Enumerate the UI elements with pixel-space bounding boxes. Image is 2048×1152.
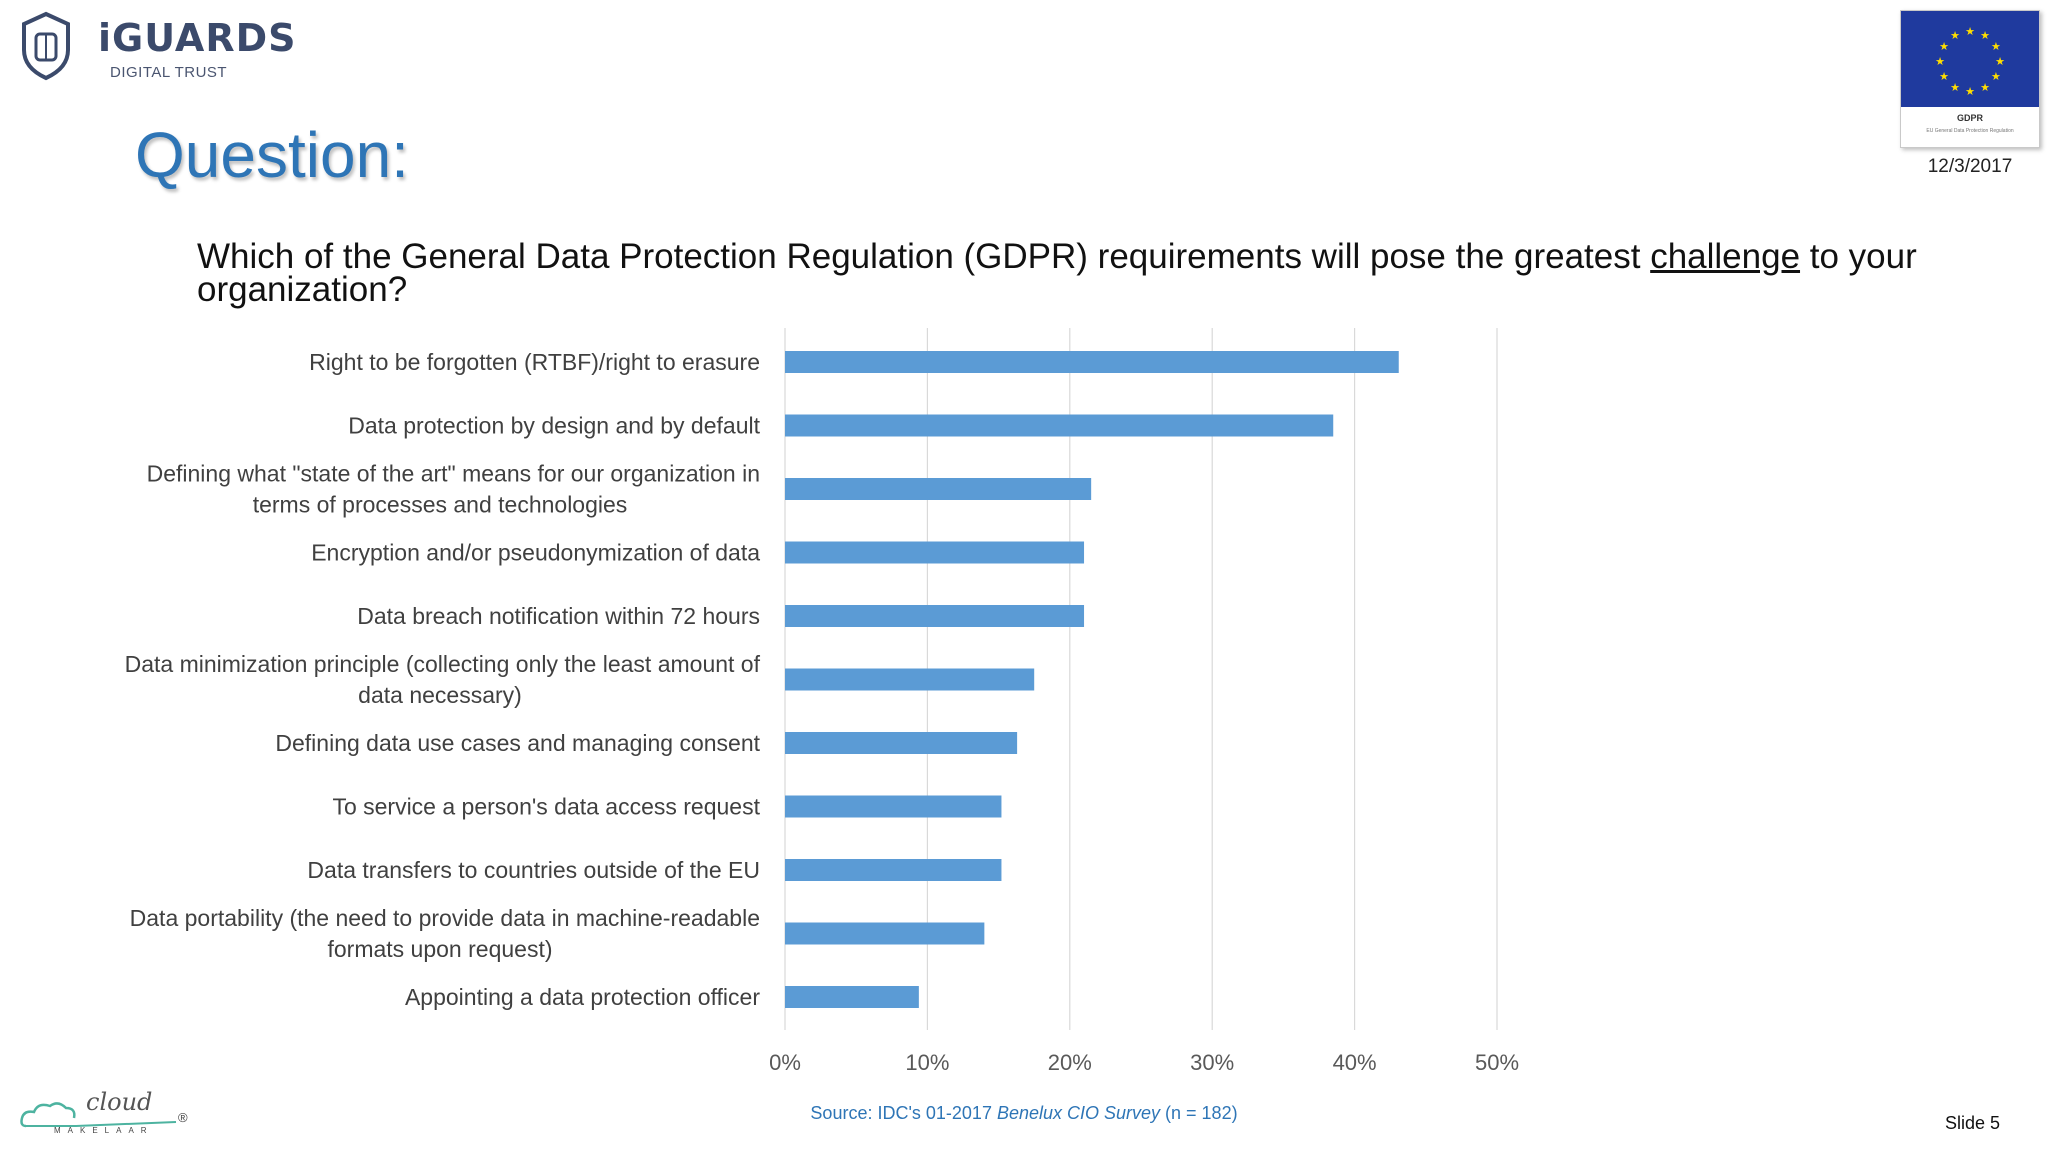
cloud-logo-word: cloud [86, 1088, 153, 1116]
slide-number: Slide 5 [1944, 1113, 2000, 1133]
category-label-line: data necessary) [358, 682, 522, 708]
x-tick-label: 10% [905, 1050, 949, 1075]
question-text-start: Which of the General Data Protection Reg… [197, 237, 1651, 276]
bar [785, 922, 985, 945]
bar [785, 414, 1334, 437]
source-suffix: (n = 182) [1160, 1103, 1238, 1123]
brand-tagline: DIGITAL TRUST [110, 64, 228, 81]
category-label-line: Defining what "state of the art" means f… [147, 461, 760, 487]
category-label-line: Right to be forgotten (RTBF)/right to er… [309, 349, 760, 375]
category-label: Encryption and/or pseudonymization of da… [311, 540, 760, 566]
source-prefix: Source: IDC's 01-2017 [810, 1103, 997, 1123]
question-emphasis: challenge [1650, 237, 1801, 276]
question-text: Which of the General Data Protection Reg… [197, 237, 1957, 309]
iguards-logo: iGUARDS DIGITAL TRUST [20, 10, 295, 85]
eu-flag-icon: ★ ★ ★ ★ ★ ★ ★ ★ ★ ★ ★ ★ [1901, 11, 2039, 107]
bar [785, 541, 1085, 564]
category-label-line: terms of processes and technologies [253, 492, 628, 518]
category-label-line: Data breach notification within 72 hours [357, 603, 760, 629]
category-label-line: Data protection by design and by default [348, 413, 760, 439]
bar [785, 668, 1035, 691]
bar [785, 859, 1002, 881]
x-tick-label: 30% [1190, 1050, 1234, 1075]
category-label-line: Data minimization principle (collecting … [125, 651, 761, 677]
eu-star: ★ [1935, 56, 1945, 68]
category-label: Data minimization principle (collecting … [125, 651, 761, 708]
category-label-line: Appointing a data protection officer [405, 984, 760, 1010]
category-label-line: Data portability (the need to provide da… [130, 905, 760, 931]
page-title: Question: [135, 119, 409, 191]
category-label-line: Defining data use cases and managing con… [275, 730, 760, 756]
bar [785, 732, 1018, 754]
eu-star: ★ [1939, 41, 1949, 53]
bar [785, 478, 1092, 500]
category-label: Defining data use cases and managing con… [275, 730, 760, 756]
bar [785, 795, 1002, 818]
category-label-line: Data transfers to countries outside of t… [307, 857, 760, 883]
category-label-line: Encryption and/or pseudonymization of da… [311, 540, 760, 566]
eu-star: ★ [1991, 71, 2001, 83]
category-label: Data breach notification within 72 hours [357, 603, 760, 629]
category-label: Appointing a data protection officer [405, 984, 760, 1010]
x-tick-label: 0% [769, 1050, 801, 1075]
question-text-end: to your organization? [197, 237, 1917, 309]
source-survey: Benelux CIO Survey [996, 1103, 1161, 1123]
registered-mark: ® [178, 1110, 188, 1125]
shield-icon [22, 11, 70, 81]
category-label: Defining what "state of the art" means f… [147, 461, 760, 518]
bar [785, 351, 1399, 373]
gdpr-badge-subtitle: EU General Data Protection Regulation [1926, 128, 2014, 134]
slide-date: 12/3/2017 [1927, 156, 2013, 177]
category-label: Right to be forgotten (RTBF)/right to er… [309, 349, 760, 375]
cloud-makelaar-logo: cloud MAKELAAR ® [18, 1088, 198, 1144]
eu-star: ★ [1939, 71, 1949, 83]
x-tick-label: 50% [1475, 1050, 1519, 1075]
eu-star: ★ [1995, 56, 2005, 68]
x-tick-label: 20% [1048, 1050, 1092, 1075]
x-tick-label: 40% [1333, 1050, 1377, 1075]
brand-name: iGUARDS [98, 16, 297, 60]
cloud-logo-sub: MAKELAAR [54, 1126, 154, 1135]
source-note: Source: IDC's 01-2017 Benelux CIO Survey… [0, 1103, 2048, 1124]
gdpr-badge-title: GDPR [1956, 113, 1983, 123]
eu-star: ★ [1965, 26, 1975, 38]
eu-star: ★ [1965, 86, 1975, 98]
bar [785, 605, 1085, 627]
eu-star: ★ [1980, 30, 1990, 42]
eu-star: ★ [1991, 41, 2001, 53]
cloud-icon [20, 1102, 177, 1128]
bar-chart: 0% 10% 20% 30% 40% 50% Right to be forgotten (… [125, 328, 1519, 1075]
category-label-line: formats upon request) [327, 936, 552, 962]
eu-star: ★ [1950, 30, 1960, 42]
category-label: To service a person's data access reques… [332, 794, 760, 820]
eu-star: ★ [1980, 82, 1990, 94]
bar [785, 986, 919, 1008]
eu-star: ★ [1950, 82, 1960, 94]
category-label: Data transfers to countries outside of t… [307, 857, 760, 883]
category-label-line: To service a person's data access reques… [332, 794, 760, 820]
category-label: Data protection by design and by default [348, 413, 760, 439]
category-label: Data portability (the need to provide da… [130, 905, 760, 962]
gdpr-badge: ★ ★ ★ ★ ★ ★ ★ ★ ★ ★ ★ ★ GDPR EU General Data Protec… [1900, 10, 2040, 148]
